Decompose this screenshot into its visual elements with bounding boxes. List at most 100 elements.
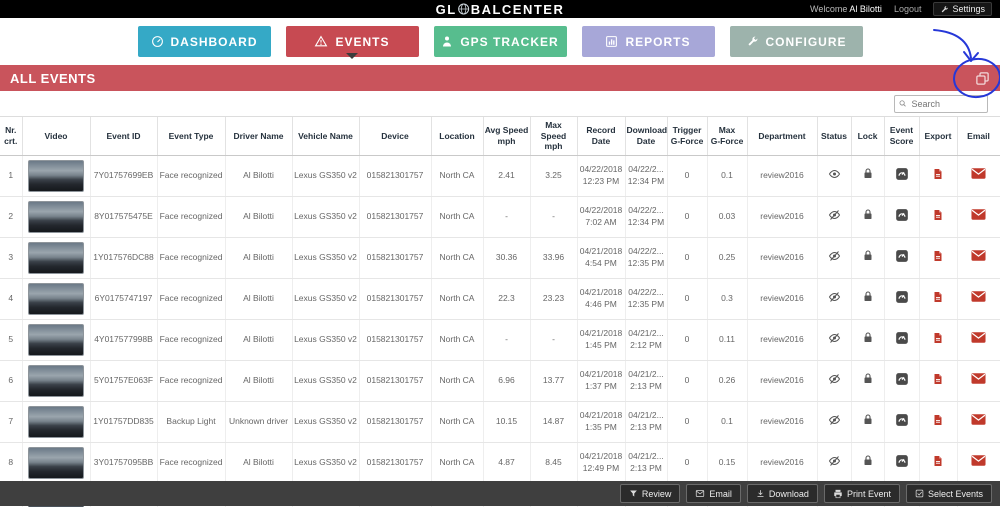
email-icon[interactable] (971, 414, 986, 426)
pdf-export-icon[interactable] (932, 454, 944, 468)
pdf-export-icon[interactable] (932, 413, 944, 427)
video-thumbnail[interactable] (28, 446, 84, 479)
nav-gps-tracker[interactable]: GPS TRACKER (433, 26, 567, 57)
filter-icon (630, 490, 637, 497)
cell-trigger-g-force: 0 (667, 196, 708, 238)
table-row: 5 4Y017577998B Face recognized Al Bilotti Le… (0, 319, 1000, 361)
lock-icon[interactable] (862, 167, 874, 180)
cell-download-date: 04/21/2... 2:13 PM (625, 360, 668, 402)
lock-icon[interactable] (862, 249, 874, 262)
nav-dashboard[interactable]: DASHBOARD (137, 26, 271, 57)
cell-download-date: 04/22/2... 12:34 PM (625, 196, 668, 238)
cell-export (919, 360, 958, 402)
pdf-export-icon[interactable] (932, 208, 944, 222)
video-thumbnail[interactable] (28, 241, 84, 274)
cell-event-id: 8Y017575475E (90, 196, 158, 238)
select-events-button[interactable]: Select Events (905, 484, 992, 503)
pdf-export-icon[interactable] (932, 167, 944, 181)
event-score-icon[interactable] (895, 208, 909, 222)
event-score-icon[interactable] (895, 413, 909, 427)
email-button[interactable]: Email (686, 484, 741, 503)
cell-device: 015821301757 (359, 401, 432, 443)
cell-status (817, 442, 852, 484)
event-score-icon[interactable] (895, 331, 909, 345)
video-thumbnail[interactable] (28, 364, 84, 397)
search-input[interactable] (909, 97, 983, 110)
eye-off-icon[interactable] (827, 373, 842, 385)
cell-device: 015821301757 (359, 196, 432, 238)
eye-off-icon[interactable] (827, 414, 842, 426)
cell-status (817, 319, 852, 361)
cell-max-speed: 3.25 (530, 155, 578, 197)
brand-right: BALCENTER (470, 1, 565, 17)
cell-department: review2016 (747, 278, 818, 320)
cell-row-number: 1 (0, 155, 23, 197)
email-icon[interactable] (971, 250, 986, 262)
event-score-icon[interactable] (895, 290, 909, 304)
email-icon[interactable] (971, 209, 986, 221)
eye-icon[interactable] (827, 168, 842, 180)
cell-department: review2016 (747, 442, 818, 484)
video-thumbnail[interactable] (28, 159, 84, 192)
email-icon[interactable] (971, 332, 986, 344)
nav-configure[interactable]: CONFIGURE (729, 26, 863, 57)
cell-trigger-g-force: 0 (667, 155, 708, 197)
search-box[interactable] (894, 94, 988, 113)
cell-row-number: 8 (0, 442, 23, 484)
cell-event-type: Face recognized (157, 196, 226, 238)
lock-icon[interactable] (862, 454, 874, 467)
cell-download-date: 04/22/2... 12:35 PM (625, 237, 668, 279)
lock-icon[interactable] (862, 331, 874, 344)
pdf-export-icon[interactable] (932, 331, 944, 345)
review-button[interactable]: Review (619, 484, 681, 503)
event-score-icon[interactable] (895, 167, 909, 181)
cell-trigger-g-force: 0 (667, 237, 708, 279)
cell-download-date: 04/21/2... 2:13 PM (625, 442, 668, 484)
cell-download-date: 04/22/2... 12:35 PM (625, 278, 668, 320)
event-score-icon[interactable] (895, 454, 909, 468)
nav-reports[interactable]: REPORTS (581, 26, 715, 57)
event-score-icon[interactable] (895, 249, 909, 263)
print-event-button[interactable]: Print Event (823, 484, 900, 503)
lock-icon[interactable] (862, 290, 874, 303)
cell-trigger-g-force: 0 (667, 401, 708, 443)
eye-off-icon[interactable] (827, 209, 842, 221)
column-header-export: Export (919, 117, 958, 156)
cell-lock (851, 401, 885, 443)
video-thumbnail[interactable] (28, 405, 84, 438)
download-button[interactable]: Download (746, 484, 818, 503)
pdf-export-icon[interactable] (932, 290, 944, 304)
video-thumbnail[interactable] (28, 323, 84, 356)
pdf-export-icon[interactable] (932, 372, 944, 386)
eye-off-icon[interactable] (827, 332, 842, 344)
cell-driver-name: Al Bilotti (225, 319, 293, 361)
email-icon[interactable] (971, 455, 986, 467)
email-icon[interactable] (971, 373, 986, 385)
column-header-device: Device (359, 117, 432, 156)
settings-button[interactable]: Settings (933, 2, 992, 16)
column-header-status: Status (817, 117, 852, 156)
video-thumbnail[interactable] (28, 200, 84, 233)
email-icon[interactable] (971, 168, 986, 180)
logout-link[interactable]: Logout (893, 4, 922, 14)
event-score-icon[interactable] (895, 372, 909, 386)
select-events-copy-icon[interactable] (975, 71, 990, 86)
eye-off-icon[interactable] (827, 455, 842, 467)
cell-event-type: Face recognized (157, 319, 226, 361)
cell-email (957, 401, 1000, 443)
pdf-export-icon[interactable] (932, 249, 944, 263)
table-header-row: Nr. crt. Video Event ID Event Type Driver Na… (0, 117, 1000, 156)
lock-icon[interactable] (862, 208, 874, 221)
cell-event-type: Face recognized (157, 360, 226, 402)
eye-off-icon[interactable] (827, 250, 842, 262)
nav-events[interactable]: EVENTS (285, 26, 419, 59)
lock-icon[interactable] (862, 372, 874, 385)
column-header-record-date: Record Date (577, 117, 626, 156)
cell-download-date: 04/21/2... 2:13 PM (625, 401, 668, 443)
eye-off-icon[interactable] (827, 291, 842, 303)
top-bar: GL BALCENTER Welcome Al Bilotti Logout S… (0, 0, 1000, 18)
lock-icon[interactable] (862, 413, 874, 426)
video-thumbnail[interactable] (28, 282, 84, 315)
email-icon[interactable] (971, 291, 986, 303)
column-header-nr-crt: Nr. crt. (0, 117, 23, 156)
